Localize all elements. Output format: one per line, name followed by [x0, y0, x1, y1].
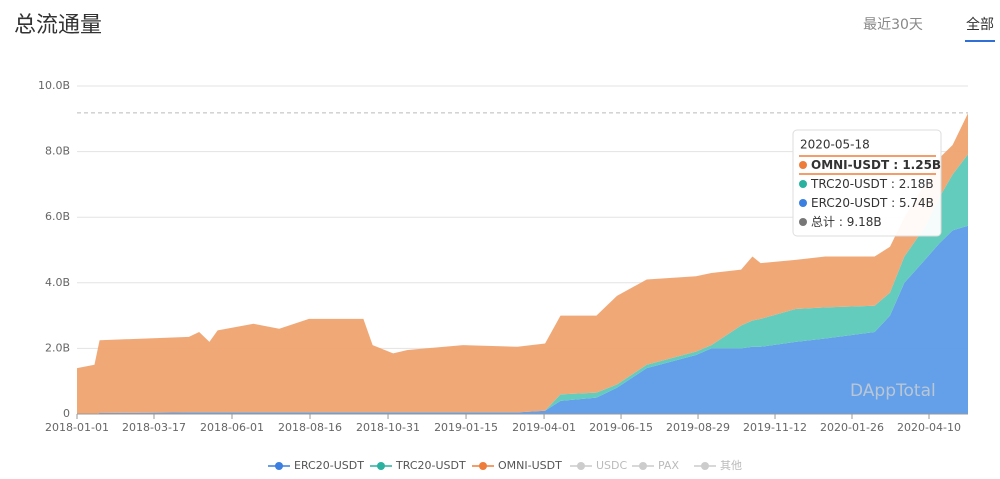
watermark: DAppTotal	[850, 381, 936, 401]
x-tick-label: 2019-01-15	[434, 421, 498, 434]
legend-dot	[377, 462, 385, 470]
tooltip-name: ERC20-USDT	[811, 196, 888, 210]
tooltip-row: ERC20-USDT : 5.74B	[811, 196, 934, 210]
tooltip-date: 2020-05-18	[800, 138, 870, 152]
tooltip-val: 5.74B	[899, 196, 934, 210]
legend-label: USDC	[596, 459, 628, 472]
legend-label: PAX	[658, 459, 679, 472]
y-tick-label: 2.0B	[45, 341, 70, 354]
area	[77, 113, 968, 414]
y-tick-label: 6.0B	[45, 210, 70, 223]
page-title: 总流通量	[14, 13, 102, 38]
tooltip-val: 9.18B	[847, 215, 882, 229]
tooltip: 2020-05-18 OMNI-USDT : 1.25B TRC20-USDT : …	[792, 129, 942, 237]
x-tick-label: 2018-10-31	[356, 421, 420, 434]
legend-dot	[577, 462, 585, 470]
legend-label: TRC20-USDT	[395, 459, 466, 472]
x-tick-label: 2019-08-29	[666, 421, 730, 434]
legend-dot	[639, 462, 647, 470]
area	[77, 225, 968, 414]
y-tick-label: 4.0B	[45, 276, 70, 289]
tooltip-val: 1.25B	[902, 158, 941, 172]
x-tick-label: 2018-08-16	[278, 421, 342, 434]
legend-item-inactive[interactable]: PAX	[632, 459, 679, 472]
tooltip-name: TRC20-USDT	[810, 177, 888, 191]
legend-dot	[275, 462, 283, 470]
legend-item[interactable]: ERC20-USDT	[268, 459, 364, 472]
x-tick-label: 2019-04-01	[512, 421, 576, 434]
tooltip-val: 2.18B	[899, 177, 934, 191]
tooltip-row: OMNI-USDT : 1.25B	[811, 158, 941, 172]
tab-underline	[965, 40, 995, 42]
y-tick-label: 8.0B	[45, 145, 70, 158]
x-tick-label: 2019-11-12	[743, 421, 807, 434]
x-tick-label: 2020-01-26	[820, 421, 884, 434]
x-tick-label: 2020-04-10	[897, 421, 961, 434]
tooltip-sep: :	[889, 158, 902, 172]
legend-item[interactable]: TRC20-USDT	[370, 459, 466, 472]
x-tick-label: 2018-01-01	[45, 421, 109, 434]
tooltip-dot	[799, 199, 807, 207]
tooltip-dot	[799, 180, 807, 188]
tab[interactable]: 最近30天	[863, 17, 923, 33]
x-tick-label: 2018-06-01	[200, 421, 264, 434]
tooltip-sep: :	[835, 215, 847, 229]
tooltip-sep: :	[887, 177, 899, 191]
y-tick-label: 10.0B	[38, 79, 70, 92]
y-tick-label: 0	[63, 407, 70, 420]
legend-dot	[479, 462, 487, 470]
legend-item-inactive[interactable]: 其他	[694, 459, 742, 472]
legend-item-inactive[interactable]: USDC	[570, 459, 628, 472]
x-tick-label: 2018-03-17	[122, 421, 186, 434]
tooltip-row: TRC20-USDT : 2.18B	[810, 177, 934, 191]
legend-label: 其他	[720, 459, 742, 472]
tooltip-sep: :	[887, 196, 899, 210]
tooltip-dot	[799, 218, 807, 226]
tab-active[interactable]: 全部	[966, 16, 994, 33]
tooltip-name: OMNI-USDT	[811, 158, 890, 172]
tooltip-name: 总计	[811, 215, 835, 229]
legend-item[interactable]: OMNI-USDT	[472, 459, 562, 472]
tooltip-row: 总计 : 9.18B	[811, 215, 882, 229]
legend-label: OMNI-USDT	[498, 459, 562, 472]
legend-dot	[701, 462, 709, 470]
x-tick-label: 2019-06-15	[589, 421, 653, 434]
legend-label: ERC20-USDT	[294, 459, 364, 472]
tooltip-dot	[799, 161, 807, 169]
